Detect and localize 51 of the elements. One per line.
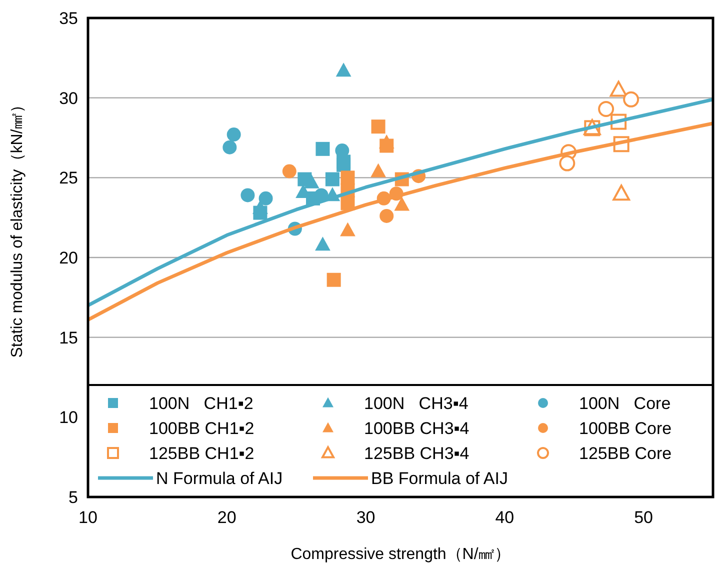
x-tick-label: 40 xyxy=(495,508,514,527)
legend-label: 125BB CH1▪2 xyxy=(149,444,254,463)
point xyxy=(380,208,394,223)
point xyxy=(340,170,355,185)
legend-label: N Formula of AIJ xyxy=(156,469,283,488)
point xyxy=(340,196,355,210)
point xyxy=(340,222,356,236)
legend-label: 100BB CH3▪4 xyxy=(364,419,470,438)
y-axis-title: Static modulus of elasticity（kN/㎟） xyxy=(9,97,26,358)
point xyxy=(559,155,576,172)
point xyxy=(252,200,268,214)
legend-label: 100N Core xyxy=(579,394,671,413)
legend-label: BB Formula of AIJ xyxy=(371,469,508,488)
legend-label: 100BB CH1▪2 xyxy=(149,419,254,438)
point xyxy=(370,163,386,178)
point xyxy=(240,188,255,202)
legend-label: 125BB CH3▪4 xyxy=(364,444,470,463)
point xyxy=(623,91,640,108)
point xyxy=(258,191,273,206)
y-tick-label: 20 xyxy=(59,248,78,268)
legend-label: 125BB Core xyxy=(579,444,672,463)
point xyxy=(226,128,241,142)
point xyxy=(378,134,394,148)
point xyxy=(282,164,296,178)
y-tick-label: 5 xyxy=(68,488,78,507)
point xyxy=(325,172,340,186)
x-tick-label: 10 xyxy=(78,508,98,527)
x-tick-label: 20 xyxy=(217,508,236,527)
y-tick-label: 35 xyxy=(59,8,78,28)
x-tick-label: 30 xyxy=(356,508,376,527)
legend-label: 100BB Core xyxy=(579,419,672,438)
y-tick-label: 30 xyxy=(59,88,78,108)
point xyxy=(315,236,330,251)
legend-label: 100N CH1▪2 xyxy=(149,394,254,413)
point xyxy=(371,120,386,134)
point xyxy=(222,140,237,154)
y-tick-label: 25 xyxy=(59,168,78,188)
point xyxy=(304,174,320,188)
point xyxy=(316,142,330,156)
point xyxy=(598,101,614,118)
y-tick-label: 10 xyxy=(59,408,78,428)
point xyxy=(336,158,351,172)
x-axis-title: Compressive strength（N/㎟） xyxy=(290,546,510,563)
legend-label: 100N CH3▪4 xyxy=(364,394,468,413)
point xyxy=(336,62,352,77)
point xyxy=(326,272,341,287)
y-tick-label: 15 xyxy=(59,328,78,348)
point xyxy=(612,184,630,201)
x-tick-label: 50 xyxy=(634,508,654,527)
point xyxy=(394,196,410,211)
point xyxy=(610,80,628,97)
